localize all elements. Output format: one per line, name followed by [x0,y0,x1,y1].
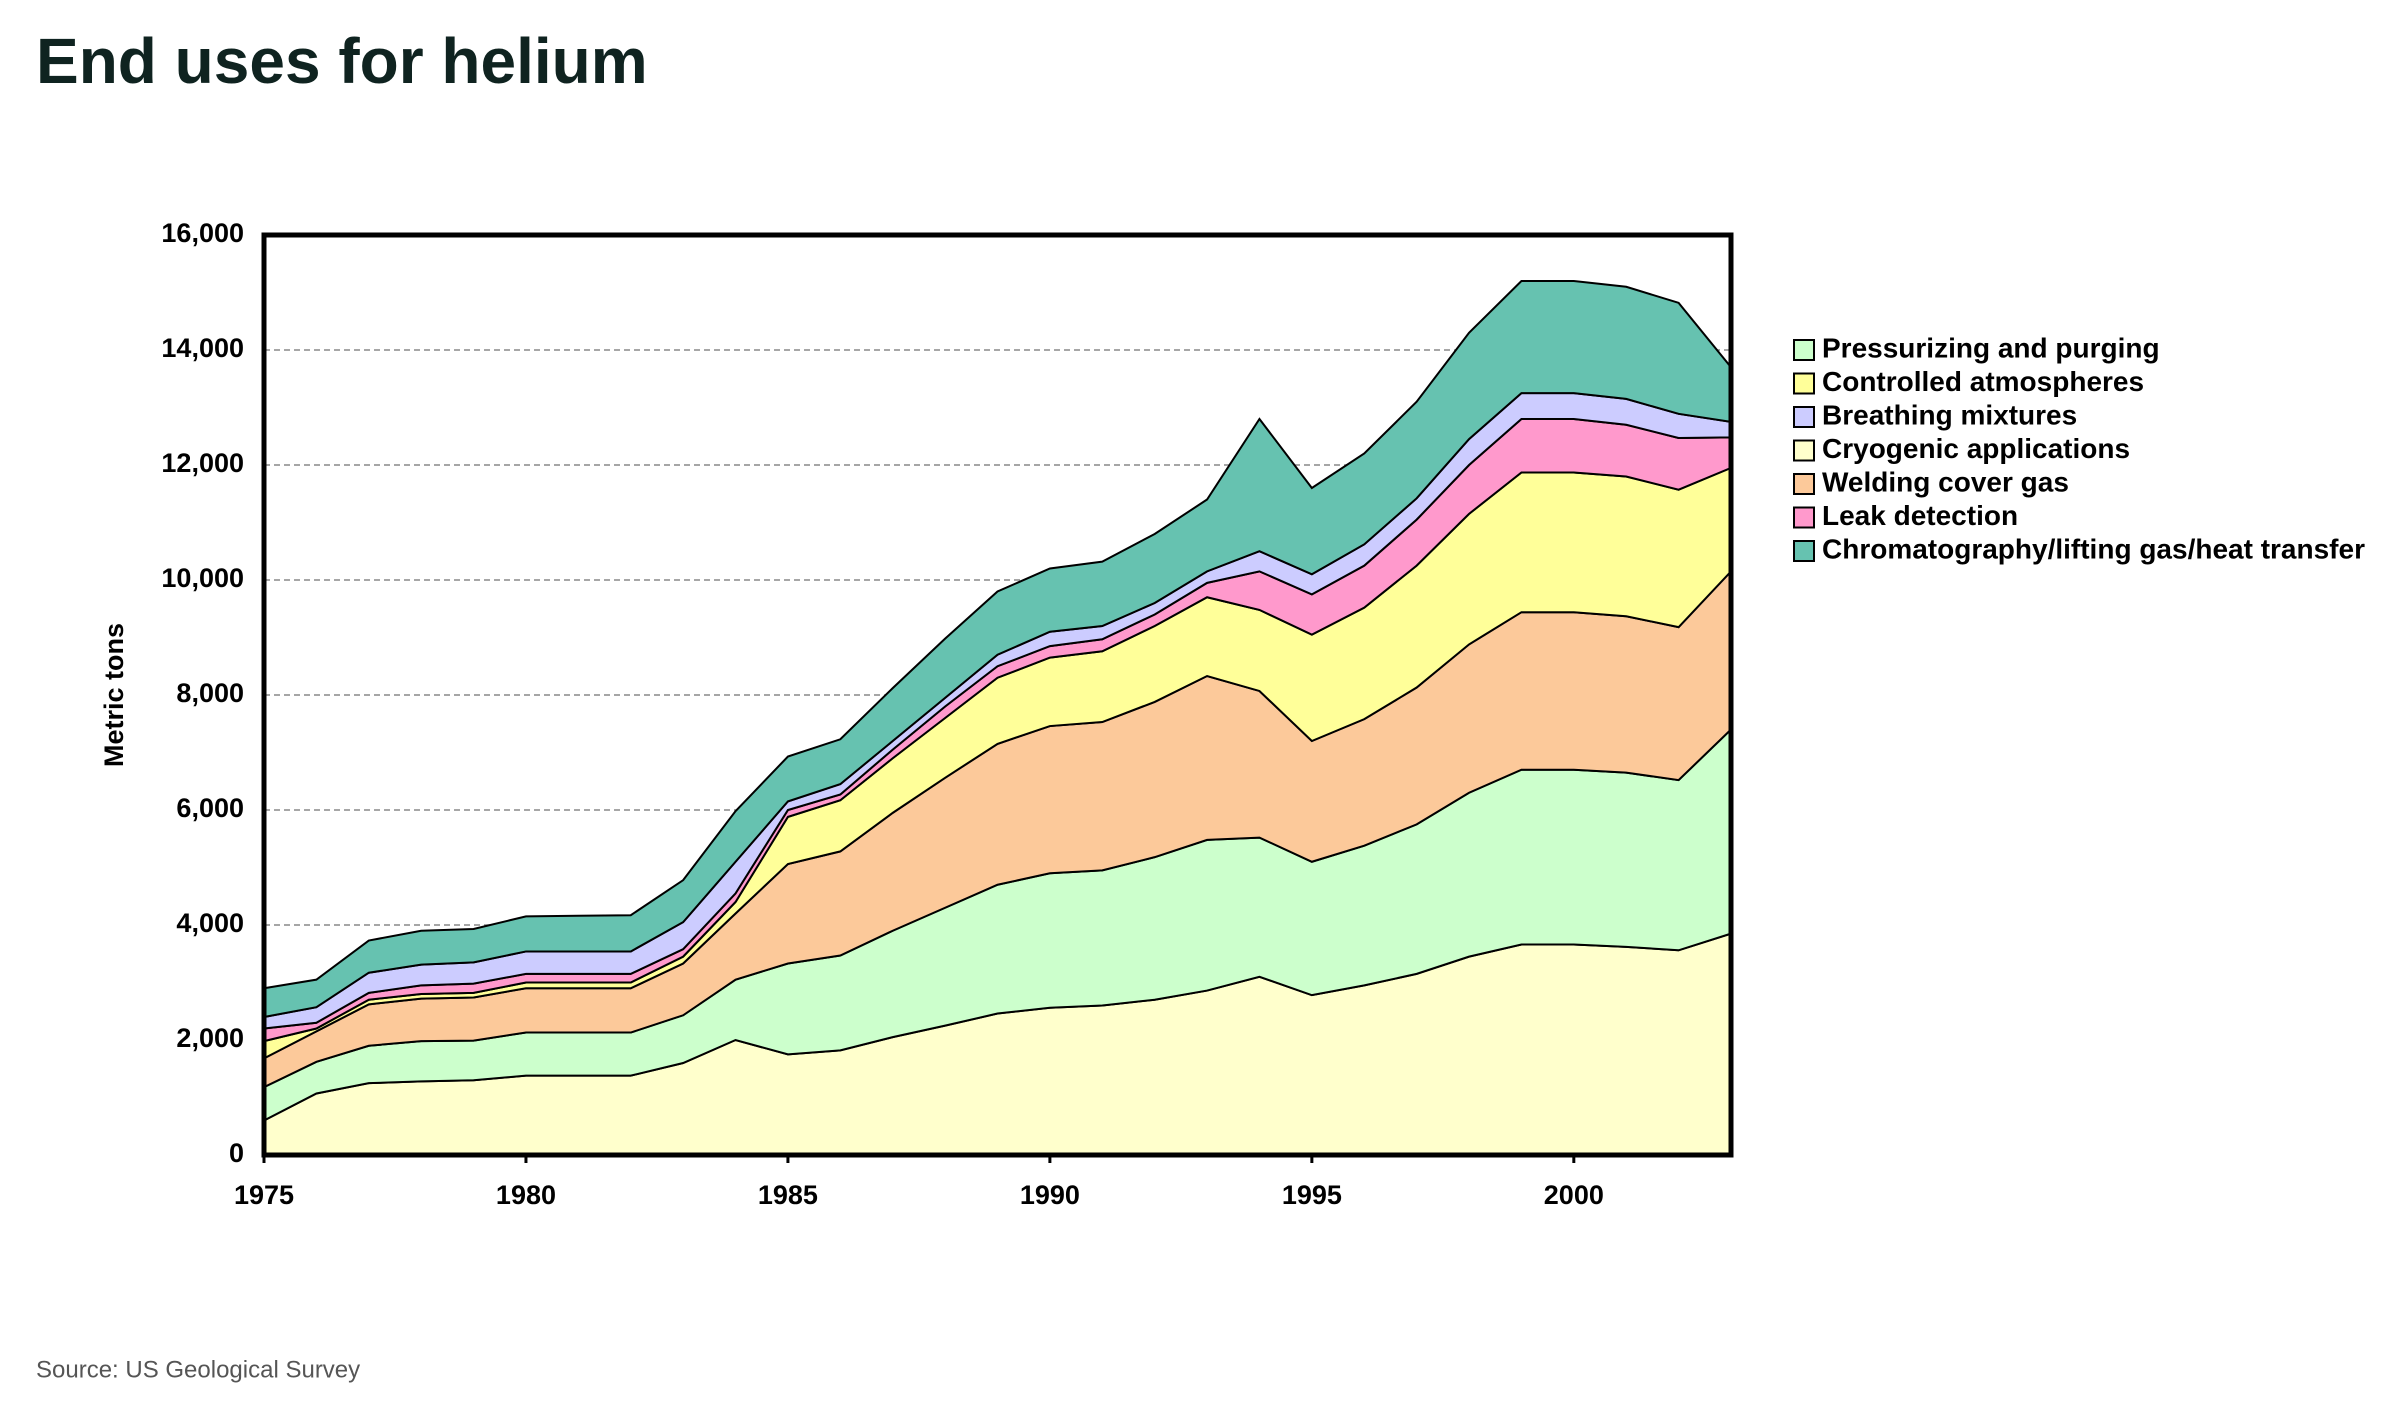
legend-label: Cryogenic applications [1822,433,2130,464]
source: Source: US Geological Survey [36,1356,360,1383]
legend-swatch [1793,406,1815,428]
chart-title: End uses for helium [36,25,648,97]
legend-swatch [1793,339,1815,361]
x-tick-label: 1985 [758,1180,818,1210]
x-tick-label: 1995 [1282,1180,1342,1210]
x-tick-label: 2000 [1544,1180,1604,1210]
legend-swatch [1793,473,1815,495]
legend-swatch [1793,439,1815,462]
y-axis-label: Metric tons [99,623,129,767]
legend-label: Controlled atmospheres [1822,366,2144,397]
x-tick-label: 1990 [1020,1180,1080,1210]
legend-label: Leak detection [1822,500,2018,531]
y-tick-label: 8,000 [176,678,244,708]
legend-label: Breathing mixtures [1822,399,2077,430]
legend-swatch [1793,506,1815,529]
legend-swatch [1793,372,1815,395]
x-tick-label: 1980 [496,1180,556,1210]
legend-label: Pressurizing and purging [1822,332,2160,363]
plot-frame [261,232,1734,1158]
y-tick-label: 12,000 [161,448,244,478]
legend-label: Chromatography/lifting gas/heat transfer [1822,533,2365,564]
y-tick-label: 14,000 [161,333,244,363]
y-tick-label: 2,000 [176,1023,244,1053]
y-tick-label: 4,000 [176,908,244,938]
legend-swatch [1793,540,1815,562]
x-tick-label: 1975 [234,1180,294,1210]
legend-label: Welding cover gas [1822,466,2069,497]
y-tick-label: 16,000 [161,218,244,248]
y-tick-label: 0 [229,1138,244,1168]
y-tick-label: 10,000 [161,563,244,593]
y-tick-label: 6,000 [176,793,244,823]
